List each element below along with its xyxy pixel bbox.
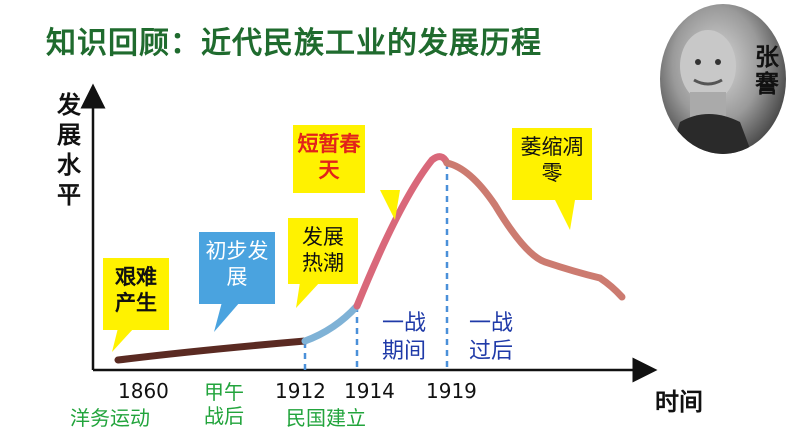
callout-chubu: 初步发展 bbox=[199, 232, 275, 304]
year-1912: 1912 bbox=[275, 379, 326, 403]
callout-tail-weisuo bbox=[555, 200, 575, 230]
year-1914: 1914 bbox=[344, 379, 395, 403]
x-axis-label: 时间 bbox=[655, 388, 703, 416]
callout-rechao: 发展热潮 bbox=[288, 218, 358, 284]
label-war-after: 一战过后 bbox=[468, 311, 513, 364]
label-jiawu: 甲午战后 bbox=[204, 380, 244, 428]
callout-tail-chuntian bbox=[380, 190, 400, 220]
curve-phase4 bbox=[443, 159, 626, 301]
portrait-name: 张謇 bbox=[755, 43, 779, 98]
label-minguo: 民国建立 bbox=[286, 406, 366, 430]
curve-phase1 bbox=[114, 337, 309, 364]
year-1919: 1919 bbox=[426, 379, 477, 403]
year-1860: 1860 bbox=[118, 379, 169, 403]
y-axis-label: 发展水平 bbox=[57, 91, 81, 209]
curve-phase2 bbox=[301, 302, 361, 345]
callout-weisuo: 萎缩凋零 bbox=[512, 128, 592, 200]
callout-tail-jiannan bbox=[112, 328, 134, 352]
callout-chuntian: 短暂春天 bbox=[293, 125, 365, 193]
curve-phase3 bbox=[353, 153, 451, 310]
callout-tail-rechao bbox=[296, 282, 320, 308]
label-yangwu: 洋务运动 bbox=[70, 406, 150, 430]
callout-tail-chubu bbox=[214, 302, 240, 332]
label-war-during: 一战期间 bbox=[381, 311, 426, 364]
portrait-image bbox=[660, 4, 786, 154]
page-title: 知识回顾：近代民族工业的发展历程 bbox=[46, 26, 542, 61]
callout-jiannan: 艰难产生 bbox=[103, 258, 169, 330]
